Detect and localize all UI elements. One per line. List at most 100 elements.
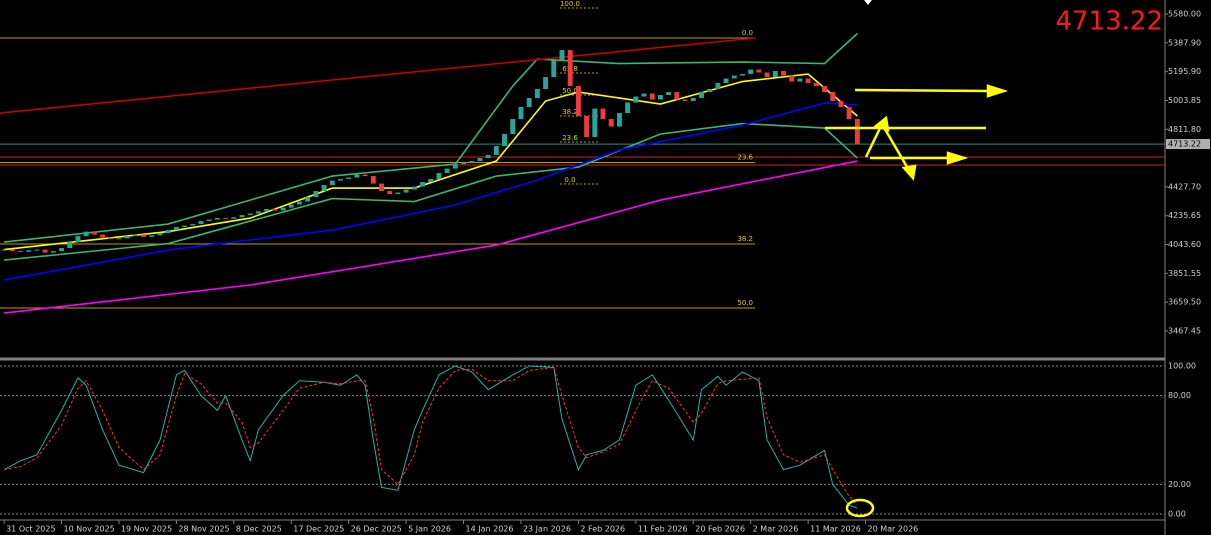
- candle: [740, 74, 745, 76]
- fib-label: 0.0: [564, 176, 575, 184]
- y-tick-label: 3467.45: [1168, 326, 1201, 335]
- candle: [132, 234, 138, 237]
- candle: [428, 179, 434, 183]
- x-tick-label: 31 Oct 2025: [6, 525, 55, 534]
- candle: [690, 98, 696, 102]
- candle: [247, 213, 253, 216]
- candle: [91, 231, 97, 235]
- candle: [641, 93, 647, 97]
- candle: [198, 221, 204, 225]
- candle: [387, 191, 393, 195]
- candle: [264, 209, 270, 212]
- x-tick-label: 28 Nov 2025: [178, 525, 229, 534]
- y-tick-label: 5580.00: [1168, 10, 1201, 19]
- stochastic-line: [3, 365, 858, 509]
- y-tick-label: 3659.50: [1168, 298, 1201, 307]
- candle: [190, 224, 196, 226]
- arrow-head: [873, 115, 890, 132]
- candle: [551, 60, 557, 78]
- candle: [305, 197, 311, 202]
- candle: [616, 113, 622, 127]
- x-tick-label: 20 Feb 2026: [695, 525, 745, 534]
- candle: [830, 92, 836, 102]
- candle: [592, 108, 598, 138]
- indicator-line: [4, 32, 858, 243]
- x-tick-label: 11 Mar 2026: [810, 525, 861, 534]
- candle: [485, 155, 491, 159]
- indicator-line: [3, 102, 858, 281]
- x-tick-label: 14 Jan 2026: [466, 525, 514, 534]
- indicator-line: [0, 37, 756, 114]
- fib-label: 38.2: [737, 235, 753, 243]
- candle: [354, 174, 360, 178]
- candle: [296, 201, 302, 205]
- fib-label: 0.0: [742, 29, 753, 37]
- candle: [239, 215, 245, 218]
- candle: [682, 99, 688, 102]
- y-tick-label: 100.00: [1168, 361, 1196, 370]
- candle: [420, 182, 425, 187]
- candle: [666, 92, 672, 96]
- candle: [493, 146, 499, 156]
- fib-label: 100.0: [560, 0, 580, 8]
- candle: [723, 78, 729, 84]
- candle: [452, 164, 458, 169]
- x-tick-label: 26 Dec 2025: [351, 525, 402, 534]
- stochastic-panel: 100.00 80.00 20.00 0.00 31 Oct 2025 10 Nov 20…: [0, 361, 1196, 534]
- candle: [149, 235, 155, 237]
- arrow: [854, 88, 991, 93]
- candle: [157, 233, 163, 236]
- candle: [600, 108, 606, 120]
- highlight-ellipse: [845, 498, 875, 518]
- candle: [805, 78, 811, 84]
- y-tick-label: 0.00: [1168, 510, 1186, 519]
- candle: [657, 95, 663, 100]
- price-tag: [1166, 139, 1210, 150]
- candle: [510, 119, 516, 135]
- candle: [764, 72, 770, 78]
- candle: [379, 183, 384, 192]
- candle: [461, 162, 466, 165]
- candle: [781, 71, 786, 76]
- candle: [543, 77, 549, 90]
- candle: [288, 204, 294, 208]
- candle: [625, 102, 631, 114]
- y-tick-label: 3851.55: [1168, 269, 1201, 278]
- candle: [206, 219, 212, 222]
- x-tick-label: 11 Feb 2026: [638, 525, 688, 534]
- candle: [674, 92, 680, 100]
- candle: [223, 218, 229, 220]
- candle: [797, 78, 803, 82]
- x-tick-label: 23 Jan 2026: [523, 525, 571, 534]
- y-tick-label: 4235.65: [1168, 211, 1201, 220]
- candle: [756, 69, 762, 73]
- y-tick-label: 4811.80: [1168, 125, 1201, 134]
- y-tick-label: 20.00: [1168, 480, 1191, 489]
- candle: [469, 161, 475, 163]
- fib-label: 23.6: [737, 154, 753, 162]
- candle: [272, 209, 278, 211]
- candle: [813, 83, 819, 87]
- fib-label: 50.0: [737, 299, 753, 307]
- candle: [362, 174, 368, 177]
- x-tick-label: 5 Jan 2026: [408, 525, 451, 534]
- candle: [321, 185, 327, 192]
- y-tick-label: 80.00: [1168, 391, 1191, 400]
- candle: [526, 98, 532, 108]
- candle: [280, 207, 286, 211]
- candle: [182, 225, 188, 228]
- indicator-line: [4, 122, 858, 261]
- candle: [436, 173, 442, 180]
- candle: [789, 75, 795, 82]
- candle: [608, 119, 614, 127]
- candle: [59, 248, 64, 252]
- arrow-head: [901, 164, 917, 181]
- candle: [518, 107, 524, 120]
- candle: [75, 236, 81, 243]
- price-panel: 5580.00 5387.90 5195.90 5003.85 4811.80 4427.…: [0, 0, 1210, 335]
- candle: [338, 179, 343, 181]
- fib-label: 23.6: [562, 134, 578, 142]
